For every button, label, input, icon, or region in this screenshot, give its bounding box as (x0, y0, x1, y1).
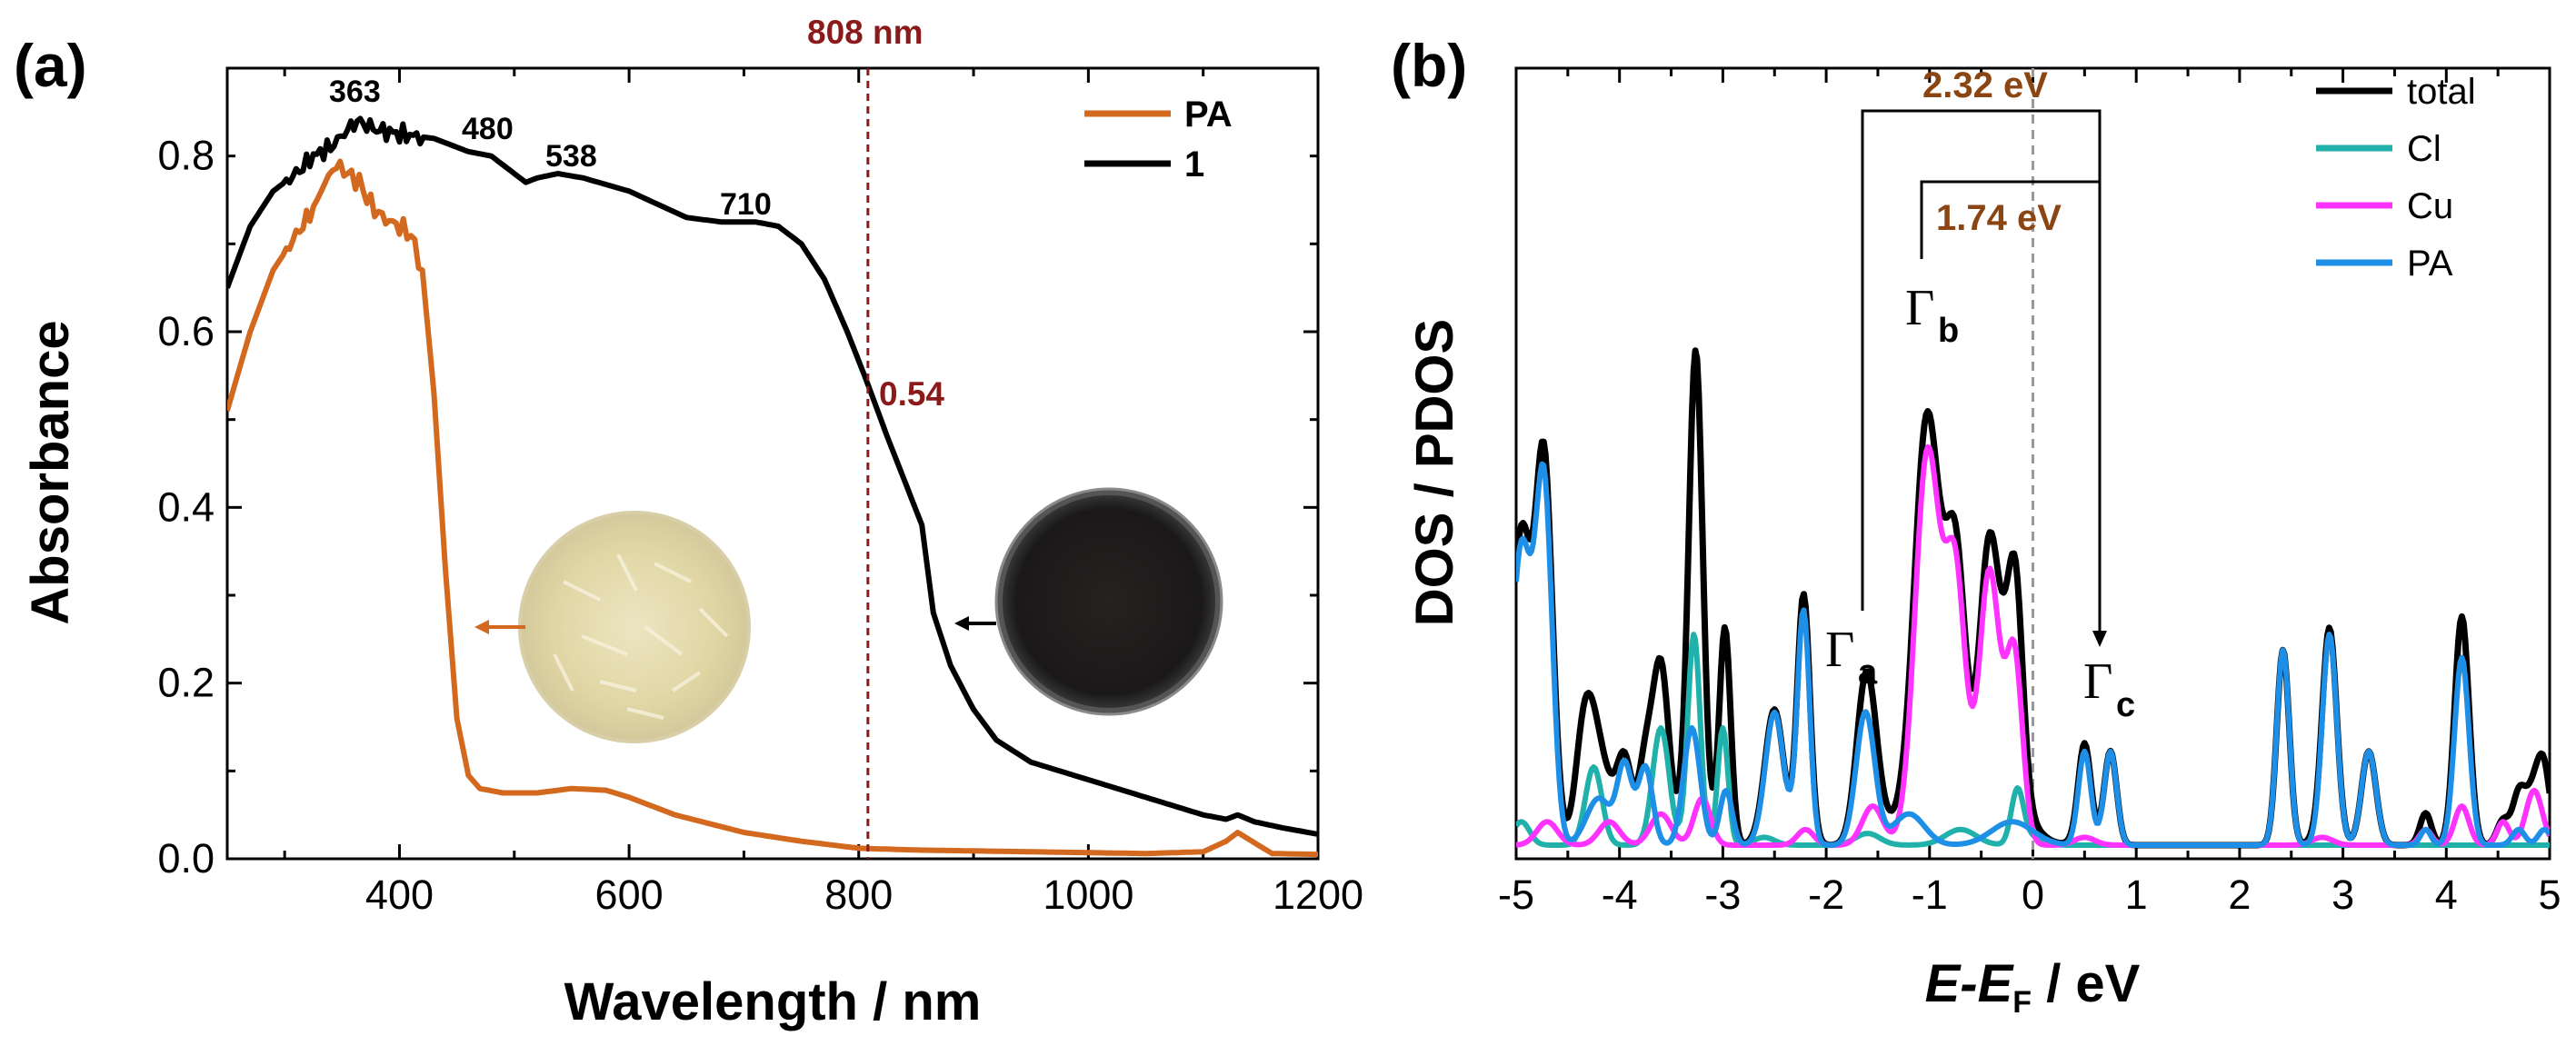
panel-b-label: (b) (1391, 32, 1467, 99)
panel-a: (a) 400 600 800 1000 1200 0.0 0.2 0.4 0.6 0.8 (14, 14, 1363, 1031)
panel-b-series (1516, 347, 2550, 849)
peak-label-538: 538 (545, 139, 597, 174)
panel-a-xtick-label: 1200 (1273, 872, 1363, 918)
808nm-marker: 808 nm 0.54 (807, 14, 944, 859)
svg-text:Γ: Γ (2083, 653, 2112, 710)
svg-text:a: a (1858, 653, 1878, 692)
peak-label-363: 363 (329, 75, 381, 109)
svg-text:Γ: Γ (1825, 622, 1854, 678)
panel-a-label: (a) (14, 32, 87, 99)
pa-photo-arrow (474, 620, 525, 634)
gamma-c-label: Γ c (2083, 653, 2135, 724)
gap-2.32ev-label: 2.32 eV (1922, 65, 2048, 105)
panel-a-ytick-label: 0.4 (157, 483, 215, 530)
panel-b-xtick-label: -3 (1704, 872, 1741, 918)
legend-pa-label: PA (1184, 95, 1233, 134)
panel-a-xlabel: Wavelength / nm (564, 972, 982, 1031)
panel-b: (b) -5 -4 -3 -2 -1 0 1 2 3 4 5 2.32 eV 1.74 eV Γ a… (1391, 32, 2561, 1020)
svg-text:b: b (1938, 312, 1959, 350)
panel-b-xtick-label: 2 (2228, 872, 2251, 918)
panel-a-ytick-label: 0.8 (157, 133, 215, 179)
panel-b-ticks: -5 -4 -3 -2 -1 0 1 2 3 4 5 (1498, 68, 2561, 918)
compound-1-powder-photo (994, 487, 1223, 716)
legend-cl-label: Cl (2407, 129, 2441, 169)
legend-pa-label-b: PA (2407, 244, 2453, 284)
panel-b-xlabel: E-EF / eV (1925, 954, 2141, 1020)
value-0.54-label: 0.54 (879, 375, 944, 413)
pa-powder-photo (518, 511, 751, 743)
panel-b-xtick-label: 1 (2125, 872, 2148, 918)
panel-a-ylabel: Absorbance (21, 320, 80, 624)
panel-a-xtick-label: 400 (365, 872, 434, 918)
panel-b-xtick-label: -4 (1602, 872, 1638, 918)
legend-cu-label: Cu (2407, 186, 2453, 226)
gamma-a-label: Γ a (1825, 622, 1878, 692)
panel-a-ticks: 400 600 800 1000 1200 0.0 0.2 0.4 0.6 0.8 (157, 66, 1363, 918)
svg-text:c: c (2116, 686, 2135, 724)
svg-text:Γ: Γ (1905, 280, 1934, 336)
panel-b-ylabel: DOS / PDOS (1405, 319, 1464, 626)
panel-a-frame (225, 66, 1320, 861)
panel-b-xtick-label: 4 (2435, 872, 2458, 918)
panel-a-legend: PA 1 (1084, 95, 1233, 184)
gap-2.32ev-bracket (1861, 109, 2107, 647)
peak-label-480: 480 (462, 112, 514, 146)
panel-a-xtick-label: 1000 (1043, 872, 1133, 918)
panel-a-ytick-label: 0.6 (157, 308, 215, 354)
gamma-b-label: Γ b (1905, 280, 1959, 350)
panel-b-xtick-label: -5 (1498, 872, 1534, 918)
panel-b-xtick-label: 3 (2331, 872, 2354, 918)
panel-b-xtick-label: 5 (2538, 872, 2561, 918)
panel-b-xtick-label: 0 (2022, 872, 2044, 918)
808nm-label: 808 nm (807, 14, 924, 51)
panel-b-xtick-label: -2 (1808, 872, 1844, 918)
panel-b-xtick-label: -1 (1912, 872, 1948, 918)
panel-a-ytick-label: 0.0 (157, 835, 215, 882)
peak-label-710: 710 (720, 187, 772, 222)
gap-1.74ev-label: 1.74 eV (1936, 198, 2062, 238)
panel-a-ytick-label: 0.2 (157, 660, 215, 706)
series-pa-line (227, 158, 1318, 858)
panel-a-xtick-label: 800 (824, 872, 893, 918)
panel-a-xtick-label: 600 (595, 872, 664, 918)
legend-1-label: 1 (1184, 144, 1204, 184)
legend-total-label: total (2407, 72, 2476, 112)
series-pa-line (1516, 461, 2550, 848)
series-compound-1-line (227, 115, 1318, 837)
compound-1-photo-arrow (954, 616, 996, 631)
panel-b-legend: total Cl Cu PA (2316, 72, 2476, 284)
gap-1.74ev-bracket (1920, 180, 2100, 259)
panel-a-series (227, 115, 1318, 858)
